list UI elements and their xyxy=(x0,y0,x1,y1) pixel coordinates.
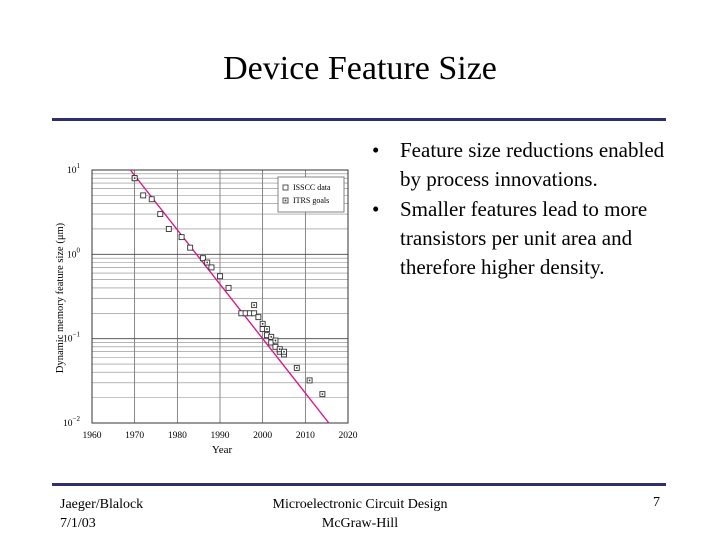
x-tick-label: 1990 xyxy=(211,431,230,441)
footer-publisher: McGraw-Hill xyxy=(321,516,399,531)
x-tick-label: 2020 xyxy=(339,431,358,441)
feature-size-chart: 1960 1970 1980 1990 2000 2010 2020 10110010−11… xyxy=(55,162,358,456)
y-tick-base: 10 xyxy=(67,166,77,176)
legend: ISSCC data ITRS goals xyxy=(277,176,345,213)
data-point-itrs-dot xyxy=(308,379,311,382)
page-number: 7 xyxy=(653,495,660,510)
y-axis-label: Dynamic memory feature size (μm) xyxy=(55,222,66,373)
data-point-itrs-dot xyxy=(133,177,136,180)
slide-title: Device Feature Size xyxy=(223,50,497,87)
data-point-itrs xyxy=(204,259,211,266)
data-point-issc xyxy=(208,264,215,271)
data-point-itrs-dot xyxy=(270,335,273,338)
footer-divider xyxy=(52,483,666,486)
data-point-itrs-dot xyxy=(253,304,256,307)
bullet-marker: • xyxy=(372,138,380,162)
x-axis-label: Year xyxy=(212,444,233,456)
x-tick-label: 2010 xyxy=(296,431,315,441)
data-point-itrs xyxy=(319,391,326,398)
x-tick-labels: 1960 1970 1980 1990 2000 2010 2020 xyxy=(83,431,358,441)
data-point-itrs-dot xyxy=(206,261,209,264)
data-point-issc xyxy=(225,284,232,291)
footer-author: Jaeger/Blalock xyxy=(60,497,144,512)
y-tick-base: 10 xyxy=(63,419,73,429)
data-point-itrs-dot xyxy=(321,393,324,396)
y-tick-label: 10−1 xyxy=(63,331,80,345)
data-point-itrs xyxy=(293,364,300,371)
y-tick-label: 10−2 xyxy=(63,415,80,429)
y-tick-exponent: −1 xyxy=(73,331,81,339)
data-point-issc xyxy=(187,244,194,251)
footer-date: 7/1/03 xyxy=(60,516,96,531)
legend-box xyxy=(277,176,345,213)
data-point-issc xyxy=(140,192,147,199)
data-point-itrs xyxy=(281,348,287,355)
data-point-issc xyxy=(255,314,262,321)
x-tick-label: 2000 xyxy=(253,431,272,441)
data-marks xyxy=(131,175,326,398)
data-point-issc xyxy=(157,211,164,218)
trend-line xyxy=(129,169,330,424)
x-tick-label: 1960 xyxy=(83,431,102,441)
data-point-itrs-dot xyxy=(274,339,277,342)
data-point-issc xyxy=(251,310,258,317)
data-point-issc xyxy=(165,225,172,232)
data-point-itrs xyxy=(306,377,313,384)
data-point-itrs xyxy=(268,333,275,340)
footer-book: Microelectronic Circuit Design McGraw-Hi… xyxy=(240,495,480,533)
legend-marker-itrs-dot xyxy=(284,199,287,202)
y-tick-label: 101 xyxy=(67,162,81,176)
y-tick-base: 10 xyxy=(67,250,77,260)
legend-label-issc: ISSCC data xyxy=(293,183,331,192)
data-point-itrs-dot xyxy=(278,348,281,351)
data-point-itrs-dot xyxy=(266,328,268,330)
y-tick-exponent: 1 xyxy=(77,162,81,170)
bullet-text: Smaller features lead to more transistor… xyxy=(400,197,648,279)
plot-frame xyxy=(91,169,349,424)
data-point-itrs xyxy=(251,302,258,309)
legend-label-itrs: ITRS goals xyxy=(293,196,329,205)
bullet-text: Feature size reductions enabled by proce… xyxy=(400,138,665,191)
data-point-itrs xyxy=(259,320,266,327)
bullet-item: • Feature size reductions enabled by proc… xyxy=(368,136,668,194)
y-tick-exponent: 0 xyxy=(77,246,81,254)
data-point-itrs xyxy=(263,326,270,333)
data-point-issc xyxy=(199,255,206,262)
data-point-itrs-dot xyxy=(295,367,298,369)
y-tick-base: 10 xyxy=(63,335,73,345)
footer-book-title: Microelectronic Circuit Design xyxy=(272,497,448,512)
x-tick-label: 1970 xyxy=(125,431,144,441)
data-point-itrs xyxy=(131,175,138,182)
footer-author-date: Jaeger/Blalock 7/1/03 xyxy=(60,495,143,533)
y-tick-label: 100 xyxy=(67,246,81,260)
data-point-itrs xyxy=(272,337,279,344)
data-point-itrs-dot xyxy=(261,322,264,325)
legend-marker-issc xyxy=(282,184,289,191)
x-tick-label: 1980 xyxy=(168,431,187,441)
bullet-list: • Feature size reductions enabled by proc… xyxy=(368,136,668,283)
data-point-issc xyxy=(148,196,155,203)
bullet-marker: • xyxy=(372,197,380,221)
trend-layer xyxy=(129,169,330,424)
data-point-issc xyxy=(217,273,223,280)
data-point-issc xyxy=(178,234,185,241)
y-tick-exponent: −2 xyxy=(73,415,81,423)
title-divider xyxy=(52,118,666,121)
bullet-item: • Smaller features lead to more transisto… xyxy=(368,195,668,282)
data-point-itrs-dot xyxy=(283,350,285,353)
